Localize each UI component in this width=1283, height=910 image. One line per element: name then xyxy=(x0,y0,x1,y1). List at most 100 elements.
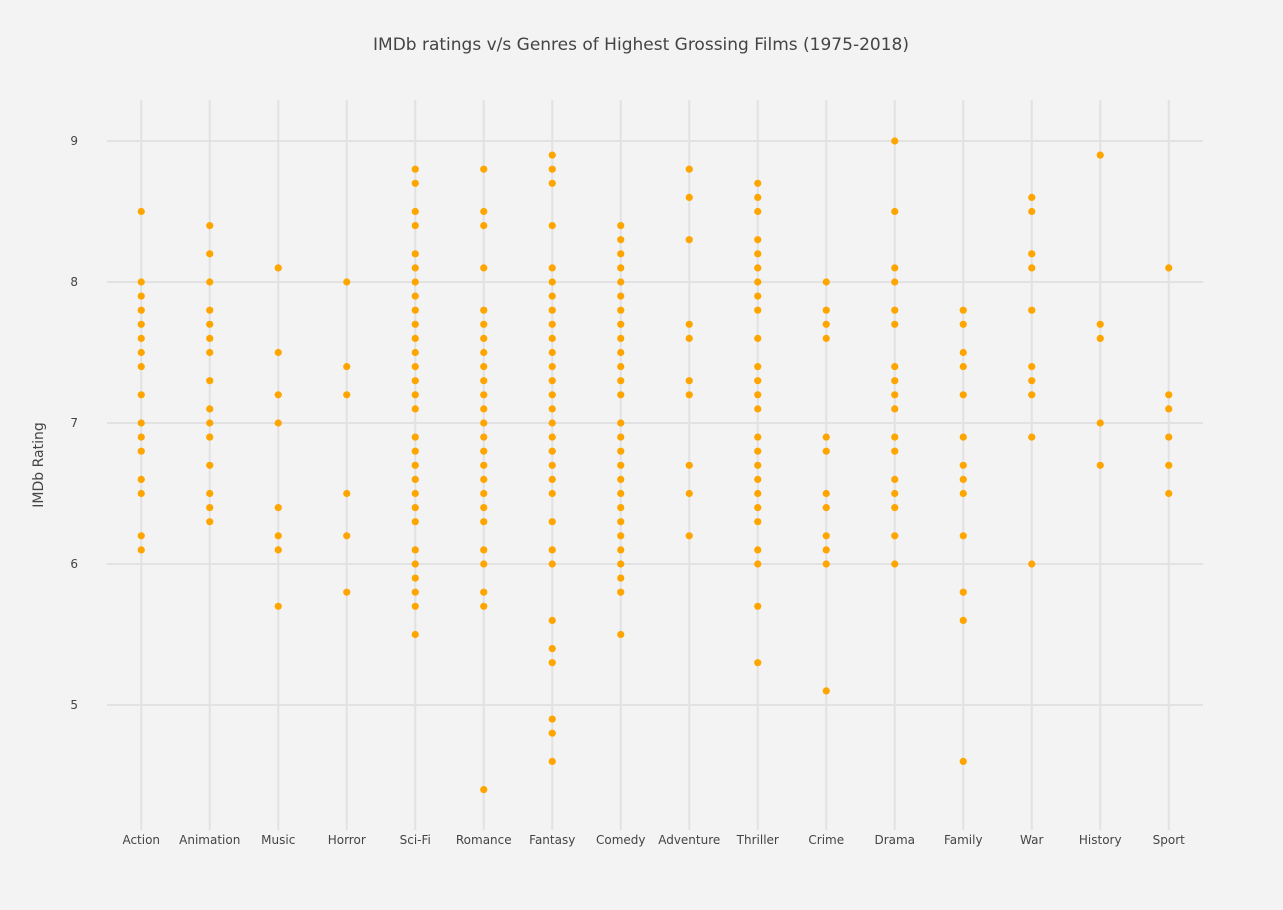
data-point[interactable] xyxy=(891,391,899,399)
data-point[interactable] xyxy=(617,461,625,469)
data-point[interactable] xyxy=(411,518,419,526)
data-point[interactable] xyxy=(206,250,214,258)
data-point[interactable] xyxy=(137,433,145,441)
data-point[interactable] xyxy=(959,588,967,596)
data-point[interactable] xyxy=(685,334,693,342)
data-point[interactable] xyxy=(959,363,967,371)
data-point[interactable] xyxy=(480,264,488,272)
data-point[interactable] xyxy=(411,391,419,399)
data-point[interactable] xyxy=(548,757,556,766)
data-point[interactable] xyxy=(891,504,899,512)
data-point[interactable] xyxy=(274,504,282,512)
data-point[interactable] xyxy=(1028,560,1036,568)
data-point[interactable] xyxy=(137,306,145,314)
data-point[interactable] xyxy=(959,616,967,625)
data-point[interactable] xyxy=(1028,193,1036,201)
data-point[interactable] xyxy=(411,574,419,582)
data-point[interactable] xyxy=(617,306,625,314)
data-point[interactable] xyxy=(343,532,351,540)
data-point[interactable] xyxy=(959,489,967,498)
data-point[interactable] xyxy=(754,363,762,371)
data-point[interactable] xyxy=(822,278,830,286)
data-point[interactable] xyxy=(822,489,830,498)
data-point[interactable] xyxy=(411,320,419,328)
data-point[interactable] xyxy=(754,433,762,441)
data-point[interactable] xyxy=(754,207,762,216)
data-point[interactable] xyxy=(754,405,762,413)
data-point[interactable] xyxy=(480,518,488,526)
data-point[interactable] xyxy=(137,489,145,498)
data-point[interactable] xyxy=(548,306,556,314)
data-point[interactable] xyxy=(685,236,693,244)
data-point[interactable] xyxy=(206,419,214,427)
data-point[interactable] xyxy=(480,320,488,328)
data-point[interactable] xyxy=(822,504,830,512)
data-point[interactable] xyxy=(1028,250,1036,258)
data-point[interactable] xyxy=(137,391,145,399)
data-point[interactable] xyxy=(411,602,419,610)
data-point[interactable] xyxy=(274,348,282,357)
data-point[interactable] xyxy=(411,278,419,286)
data-point[interactable] xyxy=(617,630,625,639)
data-point[interactable] xyxy=(617,504,625,512)
data-point[interactable] xyxy=(137,320,145,328)
data-point[interactable] xyxy=(548,461,556,469)
data-point[interactable] xyxy=(685,165,693,173)
data-point[interactable] xyxy=(822,560,830,568)
data-point[interactable] xyxy=(480,391,488,399)
data-point[interactable] xyxy=(274,546,282,554)
data-point[interactable] xyxy=(274,532,282,540)
data-point[interactable] xyxy=(411,630,419,639)
data-point[interactable] xyxy=(891,278,899,286)
data-point[interactable] xyxy=(548,729,556,737)
data-point[interactable] xyxy=(137,348,145,357)
data-point[interactable] xyxy=(411,165,419,173)
data-point[interactable] xyxy=(548,363,556,371)
data-point[interactable] xyxy=(411,475,419,483)
data-point[interactable] xyxy=(548,334,556,342)
data-point[interactable] xyxy=(480,363,488,371)
data-point[interactable] xyxy=(959,757,967,766)
data-point[interactable] xyxy=(137,475,145,483)
data-point[interactable] xyxy=(411,433,419,441)
data-point[interactable] xyxy=(822,687,830,695)
data-point[interactable] xyxy=(548,447,556,455)
data-point[interactable] xyxy=(411,363,419,371)
data-point[interactable] xyxy=(137,278,145,286)
data-point[interactable] xyxy=(480,489,488,498)
data-point[interactable] xyxy=(411,560,419,568)
data-point[interactable] xyxy=(1165,391,1173,399)
data-point[interactable] xyxy=(548,489,556,498)
data-point[interactable] xyxy=(137,207,145,216)
data-point[interactable] xyxy=(754,391,762,399)
data-point[interactable] xyxy=(548,659,556,667)
data-point[interactable] xyxy=(617,574,625,582)
data-point[interactable] xyxy=(754,334,762,342)
data-point[interactable] xyxy=(617,292,625,300)
data-point[interactable] xyxy=(959,532,967,540)
data-point[interactable] xyxy=(548,377,556,385)
data-point[interactable] xyxy=(343,489,351,498)
data-point[interactable] xyxy=(548,475,556,483)
data-point[interactable] xyxy=(617,489,625,498)
data-point[interactable] xyxy=(754,546,762,554)
data-point[interactable] xyxy=(137,334,145,342)
data-point[interactable] xyxy=(617,334,625,342)
data-point[interactable] xyxy=(891,306,899,314)
data-point[interactable] xyxy=(959,475,967,483)
data-point[interactable] xyxy=(754,193,762,201)
data-point[interactable] xyxy=(480,334,488,342)
data-point[interactable] xyxy=(206,377,214,385)
data-point[interactable] xyxy=(1028,363,1036,371)
data-point[interactable] xyxy=(411,306,419,314)
data-point[interactable] xyxy=(891,447,899,455)
data-point[interactable] xyxy=(411,179,419,187)
data-point[interactable] xyxy=(617,377,625,385)
data-point[interactable] xyxy=(411,461,419,469)
data-point[interactable] xyxy=(548,419,556,427)
data-point[interactable] xyxy=(548,518,556,526)
data-point[interactable] xyxy=(411,504,419,512)
data-point[interactable] xyxy=(480,447,488,455)
data-point[interactable] xyxy=(480,165,488,173)
data-point[interactable] xyxy=(548,264,556,272)
